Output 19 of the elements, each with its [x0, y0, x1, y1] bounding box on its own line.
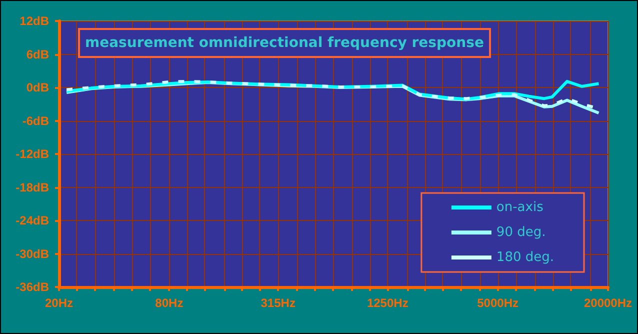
text: measurement omnidirectional frequency response	[85, 35, 484, 51]
y-tick-label: 12dB	[20, 14, 50, 28]
y-tick-label: -12dB	[16, 147, 50, 161]
legend-label: 90 deg.	[496, 225, 546, 240]
x-tick-label: 315Hz	[260, 296, 296, 310]
x-tick-label: 20000Hz	[584, 296, 632, 310]
y-tick-label: 6dB	[26, 47, 50, 62]
y-tick-label: -30dB	[16, 246, 50, 261]
y-tick-label: -36dB	[16, 280, 50, 294]
y-tick-label: -18dB	[16, 180, 50, 194]
x-tick-label: 20Hz	[44, 296, 74, 310]
x-tick-label: 80Hz	[155, 296, 184, 310]
legend-label: 180 deg.	[496, 250, 554, 265]
y-tick-label: -6dB	[22, 114, 50, 128]
legend-label: on-axis	[496, 200, 544, 215]
y-tick-label: -24dB	[16, 214, 50, 228]
y-tick-label: 0dB	[26, 80, 50, 94]
x-tick-label: 5000Hz	[477, 296, 519, 310]
x-tick-label: 1250Hz	[366, 296, 408, 310]
